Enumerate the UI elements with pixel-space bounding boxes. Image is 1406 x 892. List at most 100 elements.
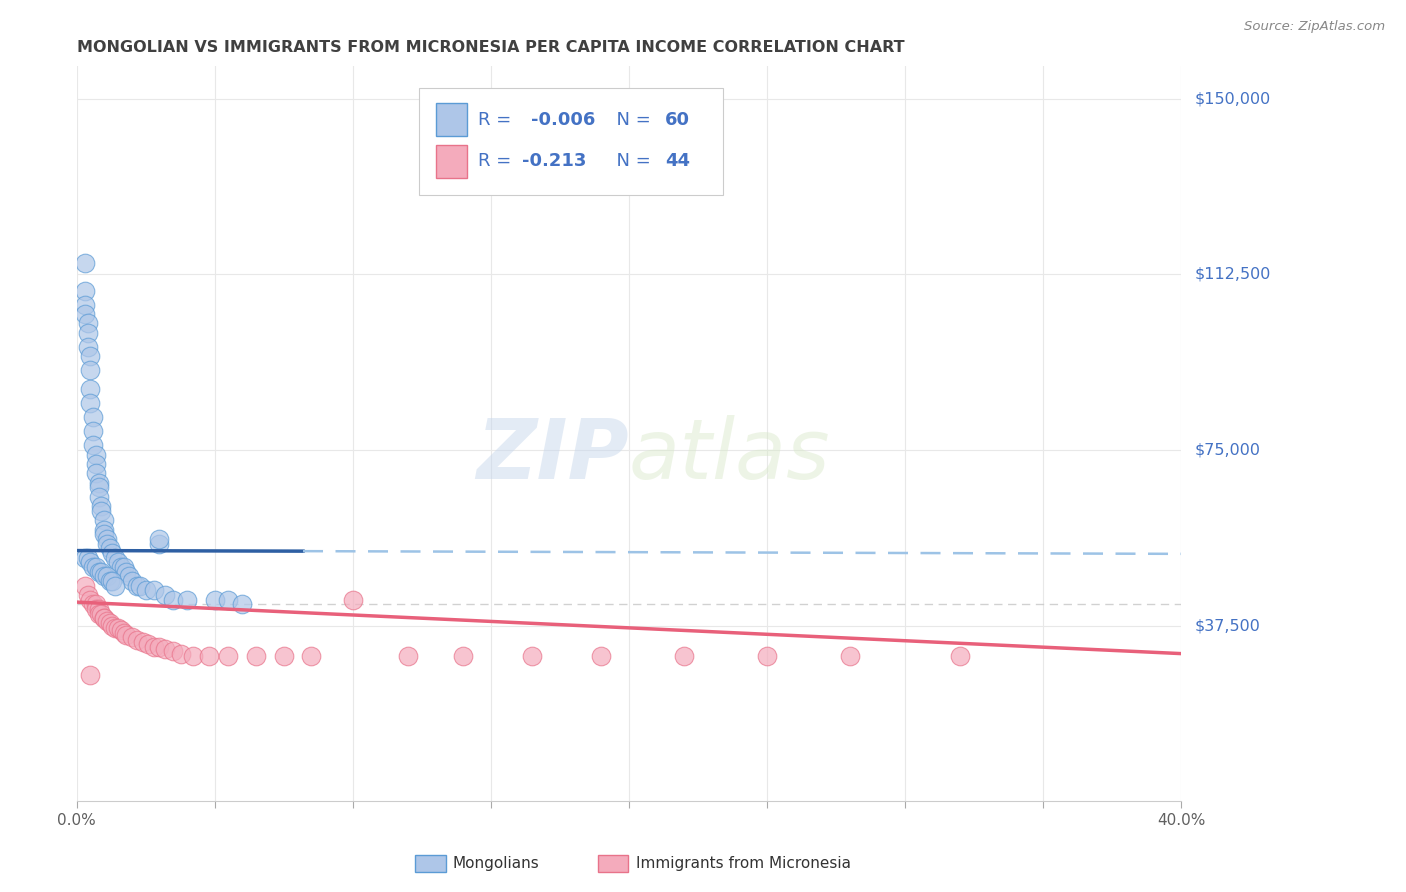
Point [127,632,149,647]
Point [142,583,165,598]
Point [87,480,110,494]
Point [79,667,101,681]
Point [342,592,364,607]
Point [153,641,176,656]
Point [217,592,239,607]
Point [110,623,132,637]
Point [84,598,107,612]
Point [90,504,112,518]
Point [84,457,107,471]
Point [121,574,143,588]
Point [73,307,96,321]
Point [87,475,110,490]
Point [176,592,198,607]
Point [132,635,155,649]
Point [115,628,138,642]
Text: 44: 44 [665,153,690,170]
Text: N =: N = [605,153,657,170]
Point [148,532,170,546]
Point [101,618,124,632]
Point [181,648,204,663]
Text: ZIP: ZIP [477,415,628,496]
Point [82,424,104,438]
Text: Source: ZipAtlas.com: Source: ZipAtlas.com [1244,20,1385,33]
Point [79,555,101,569]
Point [217,648,239,663]
Point [591,648,613,663]
Text: R =: R = [478,111,516,128]
Text: R =: R = [478,153,522,170]
Point [87,602,110,616]
Point [93,569,115,583]
Point [245,648,267,663]
Point [112,560,135,574]
Point [110,560,132,574]
Point [90,565,112,579]
Point [204,592,226,607]
Point [396,648,419,663]
Point [273,648,295,663]
Point [79,349,101,363]
Point [522,648,544,663]
Text: $150,000: $150,000 [1195,91,1271,106]
Point [673,648,696,663]
Text: 60: 60 [665,111,690,128]
Point [118,569,141,583]
Point [115,565,138,579]
Point [84,448,107,462]
Point [93,527,115,541]
Text: -0.213: -0.213 [522,153,586,170]
Point [104,550,127,565]
Point [756,648,779,663]
Point [76,340,98,354]
Point [231,598,253,612]
Point [73,298,96,312]
Point [107,621,129,635]
Point [112,625,135,640]
Point [93,523,115,537]
Text: Mongolians: Mongolians [453,856,540,871]
Point [198,648,221,663]
Point [127,579,149,593]
Point [90,607,112,621]
Point [451,648,474,663]
Point [129,579,152,593]
Point [82,410,104,425]
Point [96,614,118,628]
Point [838,648,860,663]
Point [98,541,121,556]
Point [82,560,104,574]
Point [79,592,101,607]
Point [82,438,104,452]
Point [73,255,96,269]
Point [93,513,115,527]
Point [76,326,98,340]
Text: atlas: atlas [628,415,831,496]
Point [82,598,104,612]
Text: $75,000: $75,000 [1195,442,1261,458]
Point [76,317,98,331]
Point [96,532,118,546]
Point [96,536,118,550]
Point [87,490,110,504]
Point [79,382,101,396]
FancyBboxPatch shape [419,88,723,194]
Point [96,569,118,583]
Text: $37,500: $37,500 [1195,618,1261,633]
Point [73,550,96,565]
Point [76,588,98,602]
Point [84,560,107,574]
Point [104,579,127,593]
Text: Immigrants from Micronesia: Immigrants from Micronesia [636,856,851,871]
Point [84,467,107,481]
Point [93,611,115,625]
Text: $112,500: $112,500 [1195,267,1271,282]
Text: N =: N = [605,111,657,128]
Point [148,536,170,550]
Point [93,611,115,625]
Point [87,565,110,579]
Point [101,574,124,588]
Point [299,648,322,663]
Text: MONGOLIAN VS IMMIGRANTS FROM MICRONESIA PER CAPITA INCOME CORRELATION CHART: MONGOLIAN VS IMMIGRANTS FROM MICRONESIA … [76,40,904,55]
Point [121,630,143,644]
